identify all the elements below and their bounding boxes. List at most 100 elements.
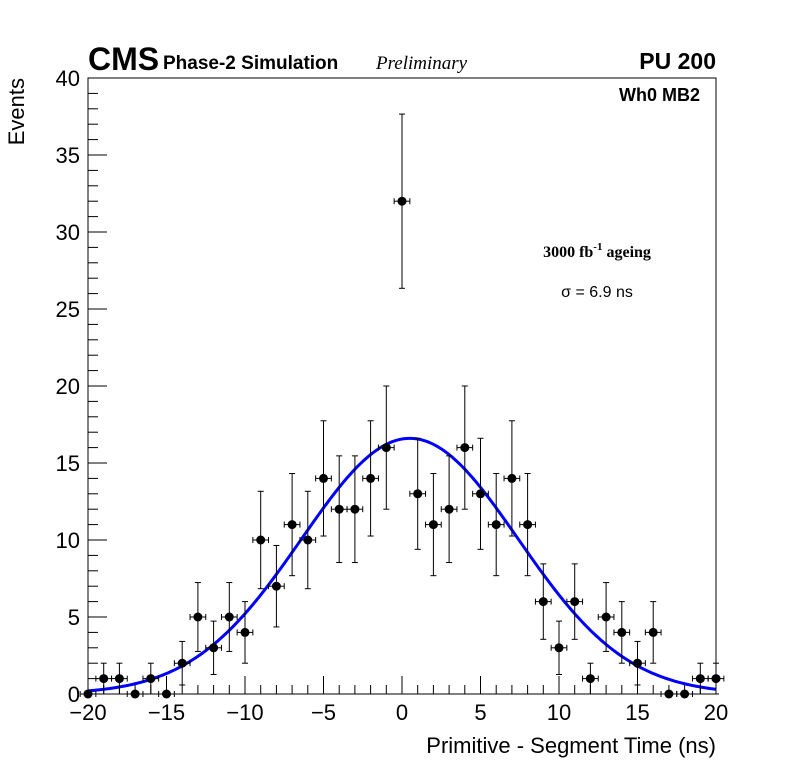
data-point (426, 474, 442, 576)
x-tick-label: 5 (474, 700, 486, 725)
x-tick-label: −10 (226, 700, 263, 725)
data-point (221, 583, 237, 652)
marker (696, 674, 705, 683)
marker (319, 474, 328, 483)
data-point (316, 421, 332, 536)
data-point (567, 564, 583, 639)
marker (115, 674, 124, 683)
data-point (378, 386, 394, 509)
marker (146, 674, 155, 683)
marker (602, 613, 611, 622)
data-point (159, 690, 175, 699)
data-point (535, 564, 551, 639)
station-label: Wh0 MB2 (619, 85, 700, 105)
data-point (331, 456, 347, 563)
marker (382, 443, 391, 452)
marker (712, 674, 721, 683)
data-point (363, 421, 379, 536)
data-point (551, 621, 567, 674)
marker (680, 690, 689, 699)
data-point (441, 456, 457, 563)
data-point (661, 690, 677, 699)
marker (633, 659, 642, 668)
x-tick-label: 20 (704, 700, 728, 725)
ageing-label: 3000 fb-1 ageing (543, 241, 651, 261)
data-point (347, 456, 363, 563)
x-axis-title: Primitive - Segment Time (ns) (426, 733, 716, 758)
x-tick-label: 0 (396, 700, 408, 725)
marker (445, 505, 454, 514)
ageing-main: 3000 fb (543, 244, 593, 261)
marker (84, 690, 93, 699)
marker (476, 489, 485, 498)
pileup-label: PU 200 (639, 48, 716, 74)
marker (131, 690, 140, 699)
marker (256, 536, 265, 545)
data-points (80, 114, 724, 698)
ageing-rest: ageing (602, 244, 650, 261)
x-tick-label: 15 (625, 700, 649, 725)
y-tick-label: 15 (56, 451, 80, 476)
marker (303, 536, 312, 545)
marker (570, 597, 579, 606)
marker (507, 474, 516, 483)
marker (460, 443, 469, 452)
y-tick-label: 5 (68, 605, 80, 630)
data-point (206, 621, 222, 674)
marker (99, 674, 108, 683)
marker (413, 489, 422, 498)
marker (492, 520, 501, 529)
data-point (473, 438, 489, 549)
y-tick-label: 25 (56, 297, 80, 322)
data-point (269, 545, 285, 626)
marker (162, 690, 171, 699)
marker (335, 505, 344, 514)
y-tick-label: 30 (56, 220, 80, 245)
axes: −20 −15 −10 −5 0 5 10 15 20 0 5 10 15 20 25 30 35 40 (56, 66, 729, 725)
marker (649, 628, 658, 637)
marker (617, 628, 626, 637)
data-point (410, 438, 426, 549)
simulation-label: Phase-2 Simulation (163, 53, 338, 74)
marker (366, 474, 375, 483)
marker (555, 643, 564, 652)
data-point (630, 641, 646, 685)
data-point (488, 474, 504, 576)
data-point (253, 491, 269, 588)
data-point (583, 663, 599, 694)
marker (225, 613, 234, 622)
marker (193, 613, 202, 622)
data-point (645, 602, 661, 664)
status-label: Preliminary (375, 53, 468, 74)
x-tick-label: 10 (547, 700, 571, 725)
marker (523, 520, 532, 529)
y-tick-label: 40 (56, 66, 80, 91)
marker (350, 505, 359, 514)
data-point (394, 114, 410, 288)
sigma-label: σ = 6.9 ns (561, 284, 633, 301)
chart: −20 −15 −10 −5 0 5 10 15 200510152025303540 CMS … (0, 0, 796, 772)
marker (241, 628, 250, 637)
marker (288, 520, 297, 529)
marker (209, 643, 218, 652)
experiment-label: CMS (88, 41, 159, 77)
marker (539, 597, 548, 606)
ageing-superscript: -1 (593, 241, 602, 253)
data-point (677, 690, 693, 699)
marker (664, 690, 673, 699)
data-point (237, 602, 253, 664)
marker (429, 520, 438, 529)
y-tick-label: 35 (56, 143, 80, 168)
y-tick-label: 10 (56, 528, 80, 553)
data-point (127, 690, 143, 699)
marker (178, 659, 187, 668)
data-point (300, 491, 316, 588)
data-point (143, 663, 159, 694)
y-tick-label: 20 (56, 374, 80, 399)
marker (398, 197, 407, 206)
data-point (174, 641, 190, 685)
x-tick-label: −5 (311, 700, 336, 725)
data-point (504, 421, 520, 536)
data-point (190, 583, 206, 652)
marker (586, 674, 595, 683)
